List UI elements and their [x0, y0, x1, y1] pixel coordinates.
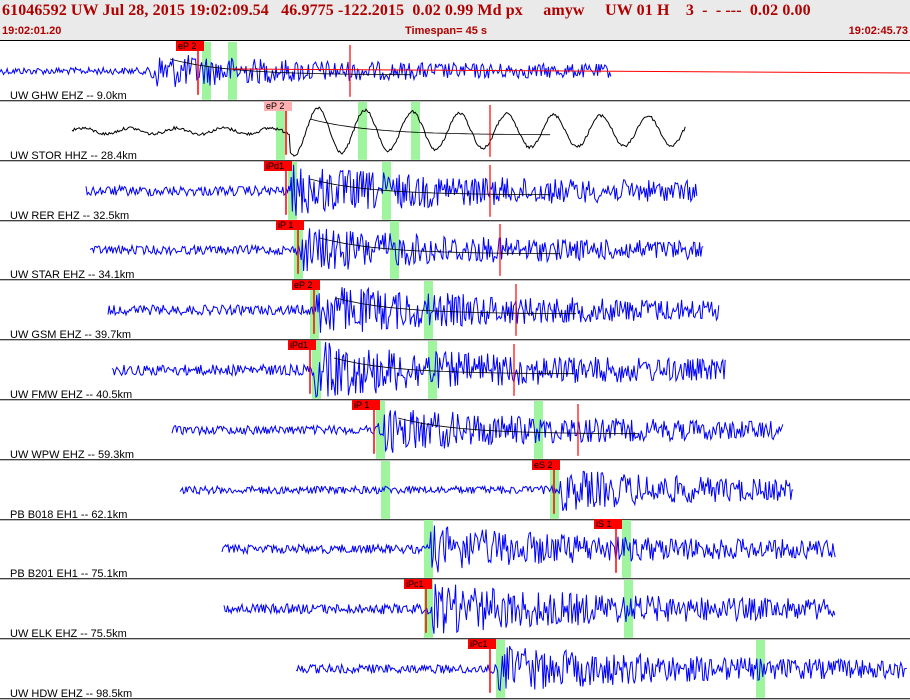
phase-pick-tag[interactable]: [352, 400, 380, 410]
trace-panel[interactable]: iPc1 UW ELK EHZ -- 75.5km: [0, 579, 910, 640]
time-window-marker: [202, 42, 211, 100]
time-window-marker: [622, 520, 631, 578]
time-window-marker: [390, 221, 399, 279]
trace-panel[interactable]: eP 2 UW STOR HHZ -- 28.4km: [0, 101, 910, 162]
time-window-marker: [428, 341, 437, 399]
time-window-marker: [424, 520, 433, 578]
station-label: UW WPW EHZ -- 59.3km: [10, 449, 134, 461]
phase-pick-tag[interactable]: [288, 340, 316, 350]
trace-panel[interactable]: eS 2 PB B018 EH1 -- 62.1km: [0, 460, 910, 521]
phase-pick-label: iP 1: [354, 400, 369, 410]
waveform-trace: [85, 164, 698, 216]
waveform-trace: [221, 525, 836, 573]
waveform-trace: [171, 410, 784, 453]
phase-pick-label: iPc1: [406, 579, 424, 589]
station-label: UW GSM EHZ -- 39.7km: [10, 329, 131, 341]
station-label: UW ELK EHZ -- 75.5km: [10, 628, 127, 640]
waveform-trace: [0, 54, 612, 88]
coda-decay-curve: [169, 58, 410, 76]
time-window-marker: [624, 580, 633, 638]
phase-pick-label: iPd1: [266, 161, 284, 171]
coda-decay-curve: [309, 178, 550, 196]
phase-pick-label: iP 1: [278, 220, 293, 230]
phase-pick-tag[interactable]: [404, 579, 432, 589]
coda-decay-curve: [309, 118, 550, 136]
waveform-trace: [71, 106, 686, 157]
phase-pick-label: eS 2: [534, 460, 553, 470]
time-window-marker: [756, 640, 765, 698]
trace-panel[interactable]: iS 1 PB B201 EH1 -- 75.1km: [0, 519, 910, 580]
waveform-trace: [89, 228, 704, 272]
time-window-marker: [381, 461, 390, 519]
time-window-marker: [534, 401, 543, 459]
phase-pick-label: eP 2: [294, 280, 312, 290]
phase-pick-tag[interactable]: [264, 161, 292, 171]
phase-pick-tag[interactable]: [468, 639, 496, 649]
waveform-trace: [295, 645, 907, 692]
waveform-trace: [107, 286, 720, 333]
station-label: UW RER EHZ -- 32.5km: [10, 210, 129, 222]
coda-decay-curve: [335, 297, 576, 315]
phase-pick-label: iS 1: [596, 519, 612, 529]
coda-decay-curve: [397, 417, 638, 435]
coda-duration-line: [229, 68, 910, 74]
phase-pick-label: eP 2: [178, 41, 196, 51]
station-label: UW STOR HHZ -- 28.4km: [10, 150, 137, 162]
time-window-marker: [312, 341, 321, 399]
time-window-marker: [424, 580, 433, 638]
phase-pick-label: iPc1: [470, 639, 488, 649]
station-label: UW FMW EHZ -- 40.5km: [10, 389, 132, 401]
station-label: PB B201 EH1 -- 75.1km: [10, 568, 127, 580]
waveform-trace: [179, 470, 794, 511]
time-window-marker: [228, 42, 237, 100]
phase-pick-label: eP 2: [266, 101, 284, 111]
trace-panel[interactable]: iPd1 UW FMW EHZ -- 40.5km: [0, 340, 910, 401]
timespan-label: Timespan= 45 s: [405, 25, 488, 37]
end-time-label: 19:02:45.73: [848, 25, 908, 37]
coda-decay-curve: [333, 357, 574, 375]
phase-pick-tag[interactable]: [594, 519, 622, 529]
trace-panel[interactable]: iPc1 UW HDW EHZ -- 98.5km: [0, 639, 910, 700]
trace-panel[interactable]: eP 2 UW GHW EHZ -- 9.0km: [0, 41, 910, 102]
time-window-marker: [411, 102, 420, 160]
phase-pick-tag[interactable]: [292, 280, 320, 290]
phase-pick-label: iPd1: [290, 340, 308, 350]
event-summary-line: 61046592 UW Jul 28, 2015 19:02:09.54 46.…: [2, 2, 811, 19]
trace-panel[interactable]: iPd1 UW RER EHZ -- 32.5km: [0, 161, 910, 222]
time-window-marker: [276, 102, 285, 160]
waveform-trace: [223, 583, 836, 634]
time-window-marker: [424, 281, 433, 339]
coda-decay-curve: [319, 237, 560, 255]
seismogram-panel[interactable]: eP 2 UW GHW EHZ -- 9.0km eP 2 UW STOR HHZ -…: [0, 41, 910, 700]
trace-panel[interactable]: eP 2 UW GSM EHZ -- 39.7km: [0, 280, 910, 341]
phase-pick-tag[interactable]: [532, 460, 560, 470]
phase-pick-tag[interactable]: [264, 101, 292, 111]
event-header: 61046592 UW Jul 28, 2015 19:02:09.54 46.…: [0, 0, 910, 41]
waveform-trace: [111, 342, 726, 398]
station-label: PB B018 EH1 -- 62.1km: [10, 509, 127, 521]
time-window-marker: [496, 640, 505, 698]
trace-panel[interactable]: iP 1 UW WPW EHZ -- 59.3km: [0, 400, 910, 461]
trace-panel[interactable]: iP 1 UW STAR EHZ -- 34.1km: [0, 220, 910, 281]
station-label: UW HDW EHZ -- 98.5km: [10, 688, 132, 700]
time-window-marker: [376, 401, 385, 459]
start-time-label: 19:02:01.20: [2, 25, 62, 37]
station-label: UW GHW EHZ -- 9.0km: [10, 90, 127, 102]
phase-pick-tag[interactable]: [276, 220, 304, 230]
phase-pick-tag[interactable]: [176, 41, 204, 51]
time-window-marker: [358, 102, 367, 160]
station-label: UW STAR EHZ -- 34.1km: [10, 269, 134, 281]
